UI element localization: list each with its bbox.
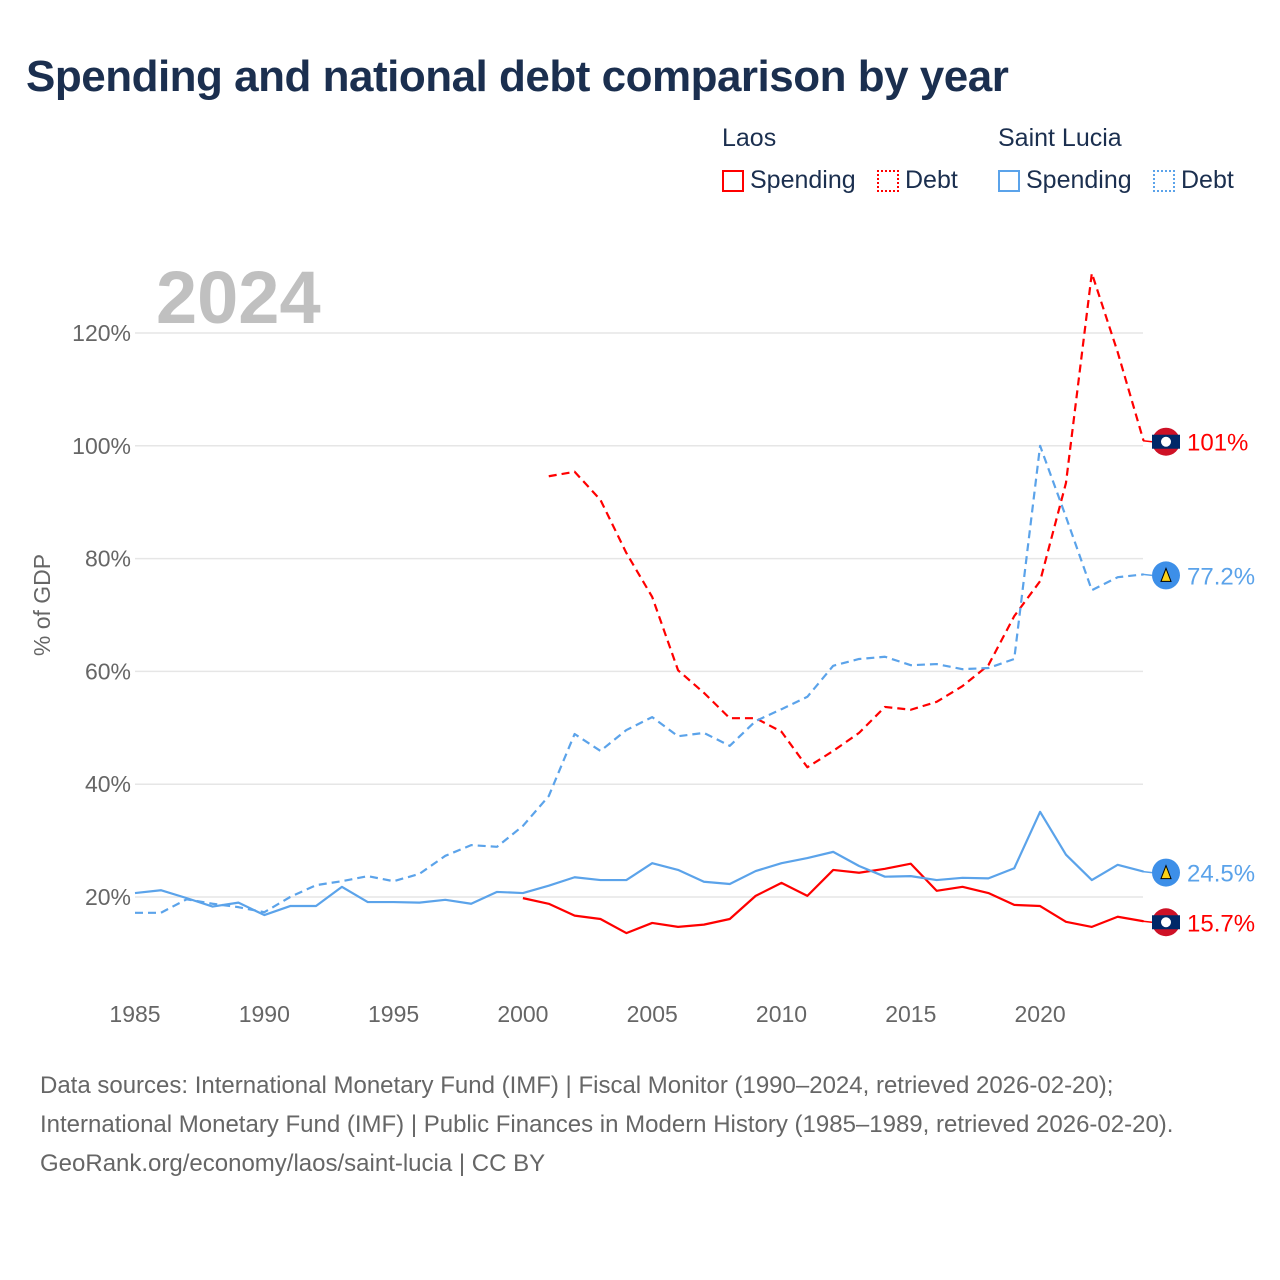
x-tick-label: 2020 bbox=[1015, 1001, 1066, 1027]
y-tick-label: 120% bbox=[72, 320, 131, 346]
saint-lucia-flag-icon bbox=[1152, 858, 1180, 887]
legend-saint-lucia-spending[interactable]: Spending bbox=[998, 166, 1132, 195]
series-line-laos-spending bbox=[522, 862, 1144, 935]
end-value-label: 15.7% bbox=[1187, 910, 1255, 937]
line-chart: 2024 % of GDP 20% 40% 60% 80% 100% 120% 1985 19… bbox=[29, 256, 1255, 1027]
end-connector bbox=[1142, 920, 1153, 923]
flag-triangle bbox=[1160, 864, 1172, 880]
y-tick-label: 20% bbox=[85, 884, 131, 910]
y-tick-label: 40% bbox=[85, 771, 131, 797]
x-tick-label: 2000 bbox=[497, 1001, 548, 1027]
credit-link[interactable]: GeoRank.org/economy/laos/saint-lucia | C… bbox=[40, 1150, 546, 1177]
x-tick-label: 1995 bbox=[368, 1001, 419, 1027]
flag-triangle bbox=[1160, 566, 1172, 582]
legend-label: Spending bbox=[750, 166, 856, 194]
legend-saint-lucia-debt[interactable]: Debt bbox=[1153, 166, 1234, 195]
end-value-label: 77.2% bbox=[1187, 563, 1255, 590]
y-tick-label: 80% bbox=[85, 546, 131, 572]
x-tick-label: 2005 bbox=[627, 1001, 678, 1027]
laos-flag-icon bbox=[1152, 908, 1180, 937]
year-label: 2024 bbox=[156, 256, 321, 339]
series-line-saint-lucia-debt bbox=[135, 444, 1144, 914]
legend-group-laos: Laos bbox=[722, 124, 777, 152]
x-tick-label: 1985 bbox=[109, 1001, 160, 1027]
x-tick-label: 1990 bbox=[239, 1001, 290, 1027]
legend-label: Debt bbox=[905, 166, 958, 194]
y-axis-label: % of GDP bbox=[29, 554, 55, 656]
legend-swatch-solid bbox=[722, 169, 744, 192]
laos-flag-icon bbox=[1152, 427, 1180, 456]
end-connector bbox=[1142, 870, 1153, 874]
series-line-saint-lucia-spending bbox=[134, 810, 1144, 917]
x-tick-label: 2010 bbox=[756, 1001, 807, 1027]
y-tick-label: 60% bbox=[85, 658, 131, 684]
end-connector bbox=[1142, 573, 1153, 577]
legend-laos-debt[interactable]: Debt bbox=[877, 166, 958, 195]
footer: Data sources: International Monetary Fun… bbox=[40, 1066, 1240, 1183]
x-tick-label: 2015 bbox=[885, 1001, 936, 1027]
legend-swatch-dotted bbox=[877, 169, 899, 192]
end-connector bbox=[1142, 439, 1153, 443]
flag-white-disc bbox=[1161, 436, 1171, 447]
end-value-label: 24.5% bbox=[1187, 861, 1255, 888]
legend-swatch-solid bbox=[998, 169, 1020, 192]
legend-laos-spending[interactable]: Spending bbox=[722, 166, 856, 195]
chart-title: Spending and national debt comparison by… bbox=[26, 52, 1009, 101]
saint-lucia-flag-icon bbox=[1152, 561, 1180, 590]
y-tick-label: 100% bbox=[72, 433, 131, 459]
legend-label: Spending bbox=[1026, 166, 1132, 194]
flag-white-disc bbox=[1161, 917, 1171, 928]
legend-label: Debt bbox=[1181, 166, 1234, 194]
data-sources: Data sources: International Monetary Fun… bbox=[40, 1072, 1174, 1138]
series-line-laos-debt bbox=[548, 272, 1145, 769]
legend-swatch-dotted bbox=[1153, 169, 1175, 192]
legend-group-saint-lucia: Saint Lucia bbox=[998, 124, 1122, 152]
end-value-label: 101% bbox=[1187, 430, 1248, 457]
